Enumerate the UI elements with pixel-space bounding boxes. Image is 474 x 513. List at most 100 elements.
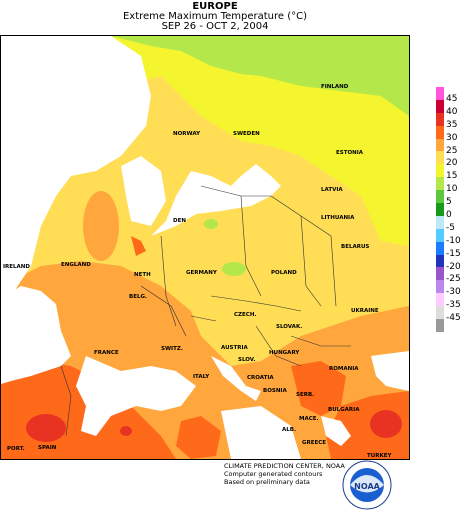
sea-north-sea bbox=[121, 156, 166, 226]
legend-swatch bbox=[436, 319, 444, 332]
field-cold-germany bbox=[204, 219, 218, 229]
legend-swatch-row: 40 bbox=[436, 99, 474, 117]
svg-text:NOAA: NOAA bbox=[354, 482, 380, 491]
legend-swatch-row: 5 bbox=[436, 190, 474, 207]
legend-swatch bbox=[436, 190, 444, 204]
legend-label: 0 bbox=[446, 210, 452, 221]
legend-swatch bbox=[436, 177, 444, 191]
map-period: SEP 26 - OCT 2, 2004 bbox=[161, 21, 269, 32]
country-label-ireland: IRELAND bbox=[3, 264, 30, 270]
country-label-den: DEN bbox=[173, 218, 186, 224]
legend-swatch-row: -35 bbox=[436, 293, 474, 310]
legend-swatch-row: 0 bbox=[436, 203, 474, 220]
legend-label: -30 bbox=[446, 287, 461, 298]
country-label-czech: CZECH. bbox=[234, 312, 257, 318]
country-label-sweden: SWEDEN bbox=[233, 131, 260, 137]
country-label-serb: SERB. bbox=[296, 392, 314, 398]
country-label-romania: ROMANIA bbox=[329, 366, 359, 372]
legend-swatch bbox=[436, 241, 444, 255]
legend-swatch-row: 25 bbox=[436, 138, 474, 156]
country-label-norway: NORWAY bbox=[173, 131, 201, 137]
country-label-poland: POLAND bbox=[271, 270, 297, 276]
country-label-mace: MACE. bbox=[299, 416, 319, 422]
field-30-35-greece bbox=[291, 361, 346, 416]
sea-baltic-north bbox=[151, 164, 281, 236]
country-label-hungary: HUNGARY bbox=[269, 350, 300, 356]
country-label-greece: GREECE bbox=[302, 440, 326, 446]
legend-label: 15 bbox=[446, 171, 458, 182]
field-30-35-thames bbox=[131, 236, 146, 256]
country-label-ukraine: UKRAINE bbox=[351, 308, 379, 314]
field-30-35-sicily bbox=[176, 416, 221, 459]
legend-swatch bbox=[436, 267, 444, 281]
country-label-slov: SLOV. bbox=[238, 357, 255, 363]
country-label-lithuania: LITHUANIA bbox=[321, 215, 355, 221]
legend-swatch bbox=[436, 293, 444, 307]
legend-swatch-row: 35 bbox=[436, 112, 474, 130]
legend-swatch bbox=[436, 203, 444, 216]
legend-label: -10 bbox=[446, 235, 461, 246]
legend-label: -20 bbox=[446, 261, 461, 272]
legend-swatch-row: -5 bbox=[436, 215, 474, 233]
legend-swatch-row: 10 bbox=[436, 177, 474, 194]
legend-swatch-row: 45 bbox=[436, 87, 474, 104]
legend-swatch bbox=[436, 138, 444, 152]
legend-swatch-row: -10 bbox=[436, 228, 474, 246]
country-label-finland: FINLAND bbox=[321, 84, 349, 90]
legend-swatch bbox=[436, 112, 444, 126]
legend-swatch-row: -45 bbox=[436, 306, 474, 323]
country-label-bosnia: BOSNIA bbox=[263, 388, 287, 394]
legend-swatch bbox=[436, 99, 444, 113]
legend-label: -45 bbox=[446, 313, 461, 324]
legend-swatch-row: -25 bbox=[436, 267, 474, 284]
country-label-latvia: LATVIA bbox=[321, 187, 343, 193]
map-region-title: EUROPE bbox=[192, 1, 238, 12]
legend-swatch bbox=[436, 228, 444, 242]
country-label-belarus: BELARUS bbox=[341, 244, 369, 250]
legend-swatch bbox=[436, 215, 444, 229]
sea-black bbox=[371, 351, 409, 391]
legend-label: 35 bbox=[446, 119, 458, 130]
sea-atlantic-north bbox=[1, 36, 151, 298]
legend-swatch-row: -30 bbox=[436, 280, 474, 297]
legend-swatch-row: 20 bbox=[436, 151, 474, 168]
field-10-15-finland bbox=[301, 36, 409, 81]
legend-swatch-row: 15 bbox=[436, 164, 474, 181]
legend-label: 30 bbox=[446, 132, 458, 143]
legend-swatch-row: -15 bbox=[436, 241, 474, 259]
legend-swatch bbox=[436, 254, 444, 268]
legend-swatch-row: -20 bbox=[436, 254, 474, 272]
field-cold-czech bbox=[222, 262, 246, 276]
legend-label: 5 bbox=[446, 197, 452, 208]
country-label-switz: SWITZ. bbox=[161, 346, 183, 352]
temperature-map: FINLAND NORWAY SWEDEN ESTONIA LATVIA LIT… bbox=[0, 35, 410, 460]
sea-biscay bbox=[1, 286, 71, 384]
temperature-legend: 45 40 35 30 25 20 15 10 5 0 -5 -10 -15 -20 -25 -30 -35 -4… bbox=[436, 87, 474, 332]
legend-label: 40 bbox=[446, 106, 458, 117]
legend-label: -25 bbox=[446, 274, 461, 285]
field-35-40-spain bbox=[26, 414, 66, 442]
legend-swatch bbox=[436, 164, 444, 178]
legend-label: 25 bbox=[446, 145, 458, 156]
sea-aegean bbox=[321, 416, 351, 446]
country-label-neth: NETH bbox=[134, 272, 151, 278]
sea-adriatic bbox=[211, 356, 261, 401]
field-25-30-uk bbox=[83, 191, 119, 261]
country-label-belg: BELG. bbox=[129, 294, 147, 300]
country-label-england: ENGLAND bbox=[61, 262, 91, 268]
country-label-estonia: ESTONIA bbox=[336, 150, 364, 156]
legend-swatch-row bbox=[436, 319, 474, 332]
legend-label: 10 bbox=[446, 184, 458, 195]
credit-line-1: CLIMATE PREDICTION CENTER, NOAA bbox=[224, 462, 345, 470]
credit-line-2: Computer generated contours bbox=[224, 470, 323, 478]
legend-swatch bbox=[436, 280, 444, 294]
temperature-map-svg: FINLAND NORWAY SWEDEN ESTONIA LATVIA LIT… bbox=[1, 36, 409, 459]
legend-label: -15 bbox=[446, 248, 461, 259]
legend-label: -35 bbox=[446, 300, 461, 311]
country-label-italy: ITALY bbox=[193, 374, 210, 380]
country-label-spain: SPAIN bbox=[38, 445, 57, 451]
country-label-france: FRANCE bbox=[94, 350, 119, 356]
country-label-bulgaria: BULGARIA bbox=[328, 407, 360, 413]
country-boundaries bbox=[60, 185, 351, 437]
sea-mediterranean-west bbox=[76, 356, 196, 436]
